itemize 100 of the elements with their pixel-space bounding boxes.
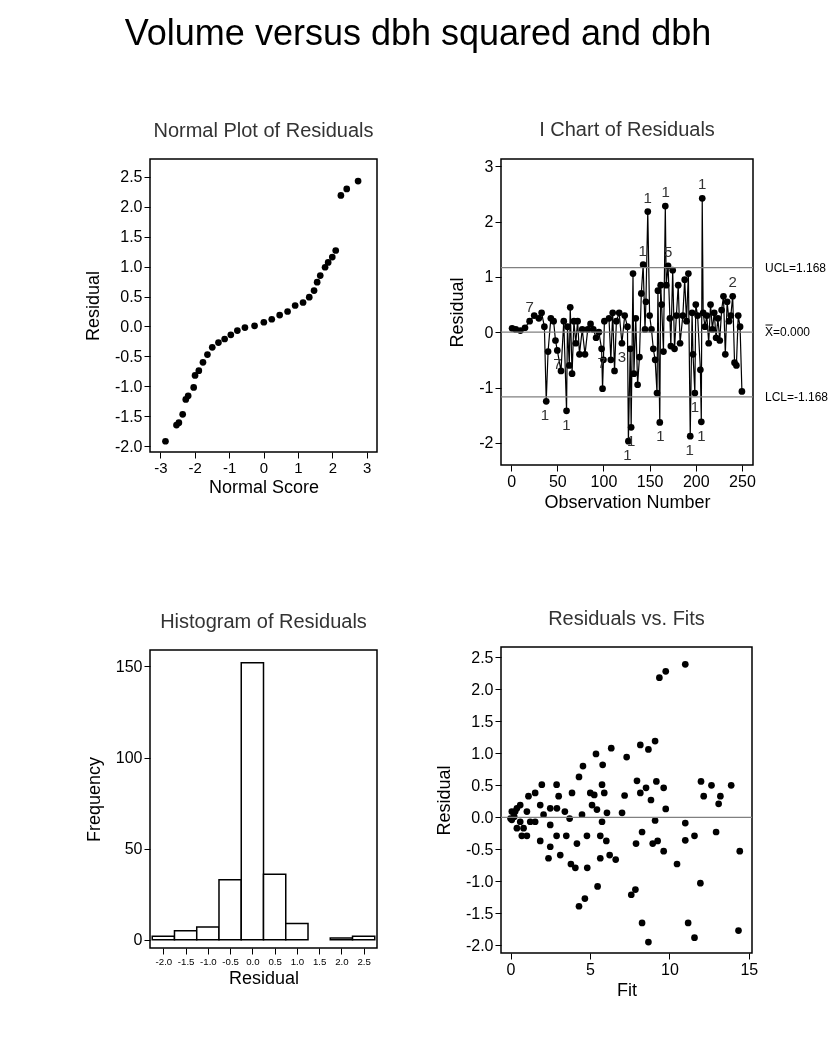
annotation: 7	[597, 353, 606, 371]
x-tick-label: 250	[729, 472, 756, 490]
point	[291, 302, 299, 309]
y-tick-label: 50	[124, 840, 143, 858]
point	[251, 322, 258, 330]
y-tick-label: 0	[133, 931, 143, 949]
y-tick-label: -1.0	[114, 377, 143, 395]
point	[260, 318, 268, 326]
y-tick-label: 1	[484, 268, 494, 286]
y-tick-label: 2.5	[471, 648, 494, 666]
point	[268, 315, 276, 323]
x-tick-label: 10	[660, 960, 679, 978]
annotation: 1	[656, 427, 665, 445]
x-tick-label: 2.0	[335, 955, 349, 967]
point	[162, 437, 169, 445]
x-tick-label: 0	[507, 472, 517, 490]
point	[184, 392, 192, 400]
x-tick-label: 15	[740, 960, 759, 978]
point	[241, 324, 249, 331]
x-tick-label: -2.0	[155, 955, 173, 967]
chart-title: Residuals vs. Fits	[548, 607, 705, 629]
annotation: 1	[540, 406, 550, 424]
point	[227, 331, 235, 339]
text: Volume versus dbh squared and dbh	[123, 12, 713, 54]
x-tick-label: 1.5	[312, 955, 327, 967]
x-tick-label: -1	[222, 458, 237, 476]
point	[195, 367, 203, 375]
y-tick-label: 100	[115, 749, 143, 767]
x-tick-label: 150	[636, 472, 664, 490]
point	[305, 293, 313, 301]
x-axis-title: Residual	[228, 968, 300, 989]
annotation: 1	[661, 183, 670, 201]
annotation: 1	[643, 188, 652, 206]
annotation: 1	[698, 175, 707, 193]
y-axis-title: Residual	[447, 277, 468, 348]
point	[313, 278, 321, 286]
x-tick-label: 100	[590, 472, 618, 490]
x-tick-label: -1.0	[200, 955, 217, 967]
y-tick-label: 0.0	[120, 317, 143, 335]
x-tick-label: 200	[682, 472, 710, 490]
y-tick-label: 2.0	[471, 680, 494, 698]
x-tick-label: 3	[363, 458, 372, 476]
x-tick-label: 50	[548, 472, 567, 490]
x-tick-label: -0.5	[222, 955, 239, 967]
y-tick-label: 2.5	[120, 168, 143, 186]
point	[316, 272, 324, 279]
point	[276, 311, 284, 319]
point	[321, 263, 329, 271]
y-tick-label: -1.5	[465, 904, 494, 922]
y-axis-title: Frequency	[83, 756, 104, 843]
y-tick-label: -0.5	[465, 840, 494, 858]
point	[343, 185, 351, 193]
annotation: 1	[690, 398, 700, 416]
y-tick-label: -1.0	[465, 872, 494, 890]
x-tick-label: -1.5	[177, 955, 195, 967]
y-tick-label: 2	[484, 213, 494, 231]
annotation: 3	[617, 348, 627, 366]
y-tick-label: 3	[484, 157, 494, 175]
x-tick-label: -3	[154, 458, 168, 476]
annotation: 7	[525, 298, 534, 316]
y-tick-label: -1.5	[114, 407, 143, 425]
point	[324, 259, 332, 266]
x-tick-label: 5	[586, 960, 596, 978]
point	[234, 327, 241, 334]
y-axis-title: Residual	[433, 765, 454, 836]
x-tick-label: 2	[328, 458, 337, 476]
annotation: 1	[685, 441, 694, 459]
point	[204, 351, 211, 358]
point	[332, 247, 340, 254]
point	[354, 177, 362, 185]
chart-title: I Chart of Residuals	[539, 118, 715, 141]
point	[191, 372, 199, 379]
ref-line-label: LCL=-1.168	[765, 389, 829, 404]
x-tick-label: 0.5	[268, 955, 282, 967]
x-axis-title: Observation Number	[544, 491, 711, 512]
point	[215, 339, 222, 346]
y-tick-label: 0.5	[471, 776, 494, 794]
y-tick-label: 0.0	[471, 808, 494, 826]
x-axis-title: Fit	[617, 979, 637, 1000]
y-tick-label: -1	[479, 379, 494, 397]
y-tick-label: 1.0	[471, 744, 494, 762]
y-tick-label: -0.5	[114, 347, 143, 365]
y-tick-label: 2.0	[120, 198, 143, 216]
x-tick-label: 2.5	[357, 955, 371, 967]
point	[328, 253, 336, 261]
chart-title: Histogram of Residuals	[160, 610, 367, 632]
point	[190, 384, 198, 391]
y-tick-label: -2.0	[114, 437, 143, 455]
annotation: 1	[638, 241, 647, 259]
x-tick-label: 0.0	[246, 955, 260, 967]
x-tick-label: -2	[188, 458, 202, 476]
y-tick-label: 1.5	[120, 228, 143, 246]
point	[199, 358, 207, 366]
y-tick-label: 150	[115, 657, 143, 675]
x-tick-label: 0	[259, 458, 269, 476]
y-tick-label: 0	[484, 323, 494, 341]
point	[208, 344, 216, 351]
annotation: 1	[623, 446, 632, 464]
ref-line-label: UCL=1.168	[765, 260, 827, 275]
point	[310, 287, 318, 294]
